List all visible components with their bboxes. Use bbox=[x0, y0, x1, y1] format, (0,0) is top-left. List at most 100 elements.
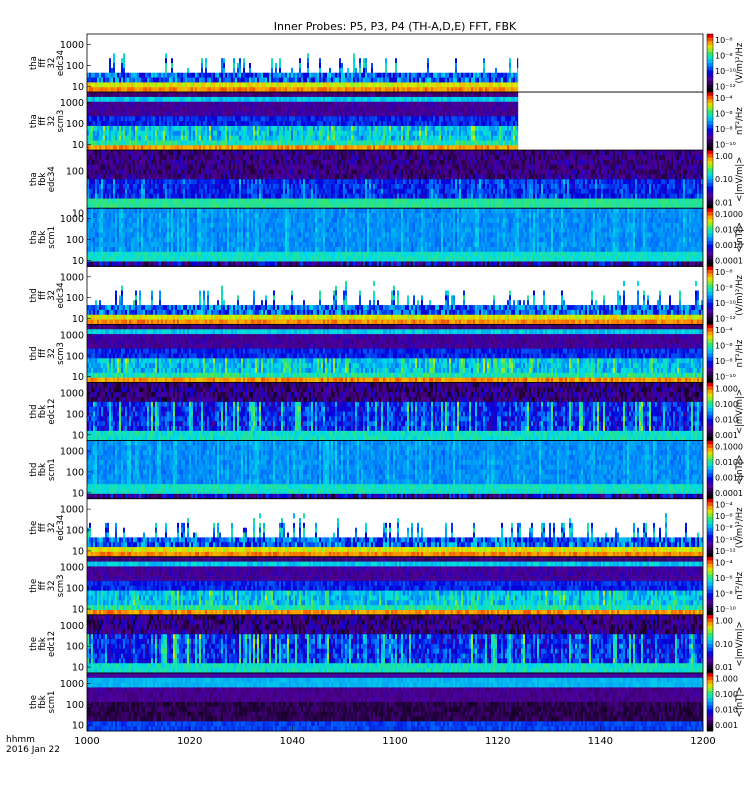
spectrogram-cell bbox=[483, 136, 485, 141]
spectrogram-cell bbox=[359, 107, 361, 112]
spectrogram-cell bbox=[449, 78, 451, 83]
spectrogram-cell bbox=[501, 116, 503, 121]
spectrogram-cell bbox=[489, 78, 491, 83]
spectrogram-cell bbox=[187, 107, 189, 112]
spectrogram-cell bbox=[285, 73, 287, 78]
spectrogram-cell bbox=[223, 63, 225, 68]
spectrogram-cell bbox=[363, 102, 365, 107]
spectrogram-cell bbox=[443, 140, 445, 145]
spectrogram-cell bbox=[355, 97, 357, 102]
spectrogram-cell bbox=[91, 165, 93, 170]
spectrogram-cell bbox=[461, 116, 463, 121]
spectrogram-cell bbox=[467, 126, 469, 131]
spectrogram-cell bbox=[203, 111, 205, 116]
spectrogram-cell bbox=[153, 170, 155, 175]
spectrogram-cell bbox=[91, 97, 93, 102]
spectrogram-cell bbox=[169, 78, 171, 83]
spectrogram-cell bbox=[219, 97, 221, 102]
spectrogram-cell bbox=[155, 126, 157, 131]
spectrogram-cell bbox=[331, 140, 333, 145]
spectrogram-cell bbox=[155, 116, 157, 121]
spectrogram-cell bbox=[169, 160, 171, 165]
spectrogram-cell bbox=[309, 111, 311, 116]
spectrogram-cell bbox=[411, 121, 413, 126]
spectrogram-cell bbox=[319, 121, 321, 126]
spectrogram-cell bbox=[195, 73, 197, 78]
spectrogram-cell bbox=[477, 107, 479, 112]
spectrogram-cell bbox=[459, 82, 461, 87]
spectrogram-cell bbox=[517, 126, 518, 131]
spectrogram-cell bbox=[429, 92, 431, 97]
spectrogram-cell bbox=[297, 126, 299, 131]
spectrogram-cell bbox=[191, 136, 193, 141]
spectrogram-cell bbox=[145, 184, 147, 189]
spectrogram-cell bbox=[159, 199, 161, 204]
spectrogram-cell bbox=[143, 199, 145, 204]
spectrogram-cell bbox=[347, 140, 349, 145]
spectrogram-cell bbox=[217, 92, 219, 97]
spectrogram-cell bbox=[203, 121, 205, 126]
spectrogram-cell bbox=[473, 131, 475, 136]
spectrogram-cell bbox=[401, 92, 403, 97]
spectrogram-cell bbox=[285, 107, 287, 112]
spectrogram-cell bbox=[97, 165, 99, 170]
spectrogram-cell bbox=[345, 116, 347, 121]
spectrogram-cell bbox=[127, 140, 129, 145]
spectrogram-cell bbox=[207, 78, 209, 83]
spectrogram-cell bbox=[463, 107, 465, 112]
spectrogram-cell bbox=[237, 97, 239, 102]
spectrogram-cell bbox=[131, 126, 133, 131]
spectrogram-cell bbox=[157, 92, 159, 97]
spectrogram-cell bbox=[355, 102, 357, 107]
spectrogram-cell bbox=[449, 97, 451, 102]
spectrogram-cell bbox=[123, 165, 125, 170]
spectrogram-cell bbox=[269, 78, 271, 83]
spectrogram-cell bbox=[299, 97, 301, 102]
spectrogram-cell bbox=[151, 116, 153, 121]
spectrogram-cell bbox=[253, 78, 255, 83]
spectrogram-cell bbox=[499, 116, 501, 121]
spectrogram-cell bbox=[95, 194, 97, 199]
spectrogram-cell bbox=[329, 136, 331, 141]
spectrogram-cell bbox=[363, 107, 365, 112]
spectrogram-cell bbox=[375, 140, 377, 145]
spectrogram-cell bbox=[245, 82, 247, 87]
spectrogram-cell bbox=[365, 102, 367, 107]
spectrogram-cell bbox=[405, 107, 407, 112]
spectrogram-cell bbox=[171, 184, 173, 189]
spectrogram-cell bbox=[213, 116, 215, 121]
spectrogram-cell bbox=[137, 165, 139, 170]
spectrogram-cell bbox=[339, 131, 341, 136]
spectrogram-cell bbox=[481, 82, 483, 87]
spectrogram-cell bbox=[339, 78, 341, 83]
spectrogram-cell bbox=[149, 184, 151, 189]
spectrogram-cell bbox=[117, 155, 119, 160]
spectrogram-cell bbox=[193, 140, 195, 145]
spectrogram-cell bbox=[257, 136, 259, 141]
spectrogram-cell bbox=[275, 63, 277, 68]
spectrogram-cell bbox=[141, 160, 143, 165]
spectrogram-cell bbox=[213, 78, 215, 83]
spectrogram-cell bbox=[91, 78, 93, 83]
spectrogram-cell bbox=[459, 136, 461, 141]
spectrogram-cell bbox=[429, 102, 431, 107]
spectrogram-cell bbox=[489, 116, 491, 121]
spectrogram-cell bbox=[115, 102, 117, 107]
spectrogram-cell bbox=[215, 140, 217, 145]
spectrogram-cell bbox=[101, 199, 103, 204]
spectrogram-cell bbox=[409, 126, 411, 131]
spectrogram-cell bbox=[179, 121, 181, 126]
spectrogram-cell bbox=[161, 136, 163, 141]
spectrogram-cell bbox=[345, 73, 347, 78]
spectrogram-cell bbox=[461, 92, 463, 97]
spectrogram-cell bbox=[295, 92, 297, 97]
spectrogram-cell bbox=[293, 102, 295, 107]
spectrogram-cell bbox=[487, 78, 489, 83]
spectrogram-cell bbox=[283, 131, 285, 136]
spectrogram-cell bbox=[251, 126, 253, 131]
spectrogram-cell bbox=[239, 73, 241, 78]
spectrogram-cell bbox=[117, 131, 119, 136]
spectrogram-cell bbox=[231, 136, 233, 141]
spectrogram-cell bbox=[233, 78, 235, 83]
spectrogram-cell bbox=[421, 140, 423, 145]
